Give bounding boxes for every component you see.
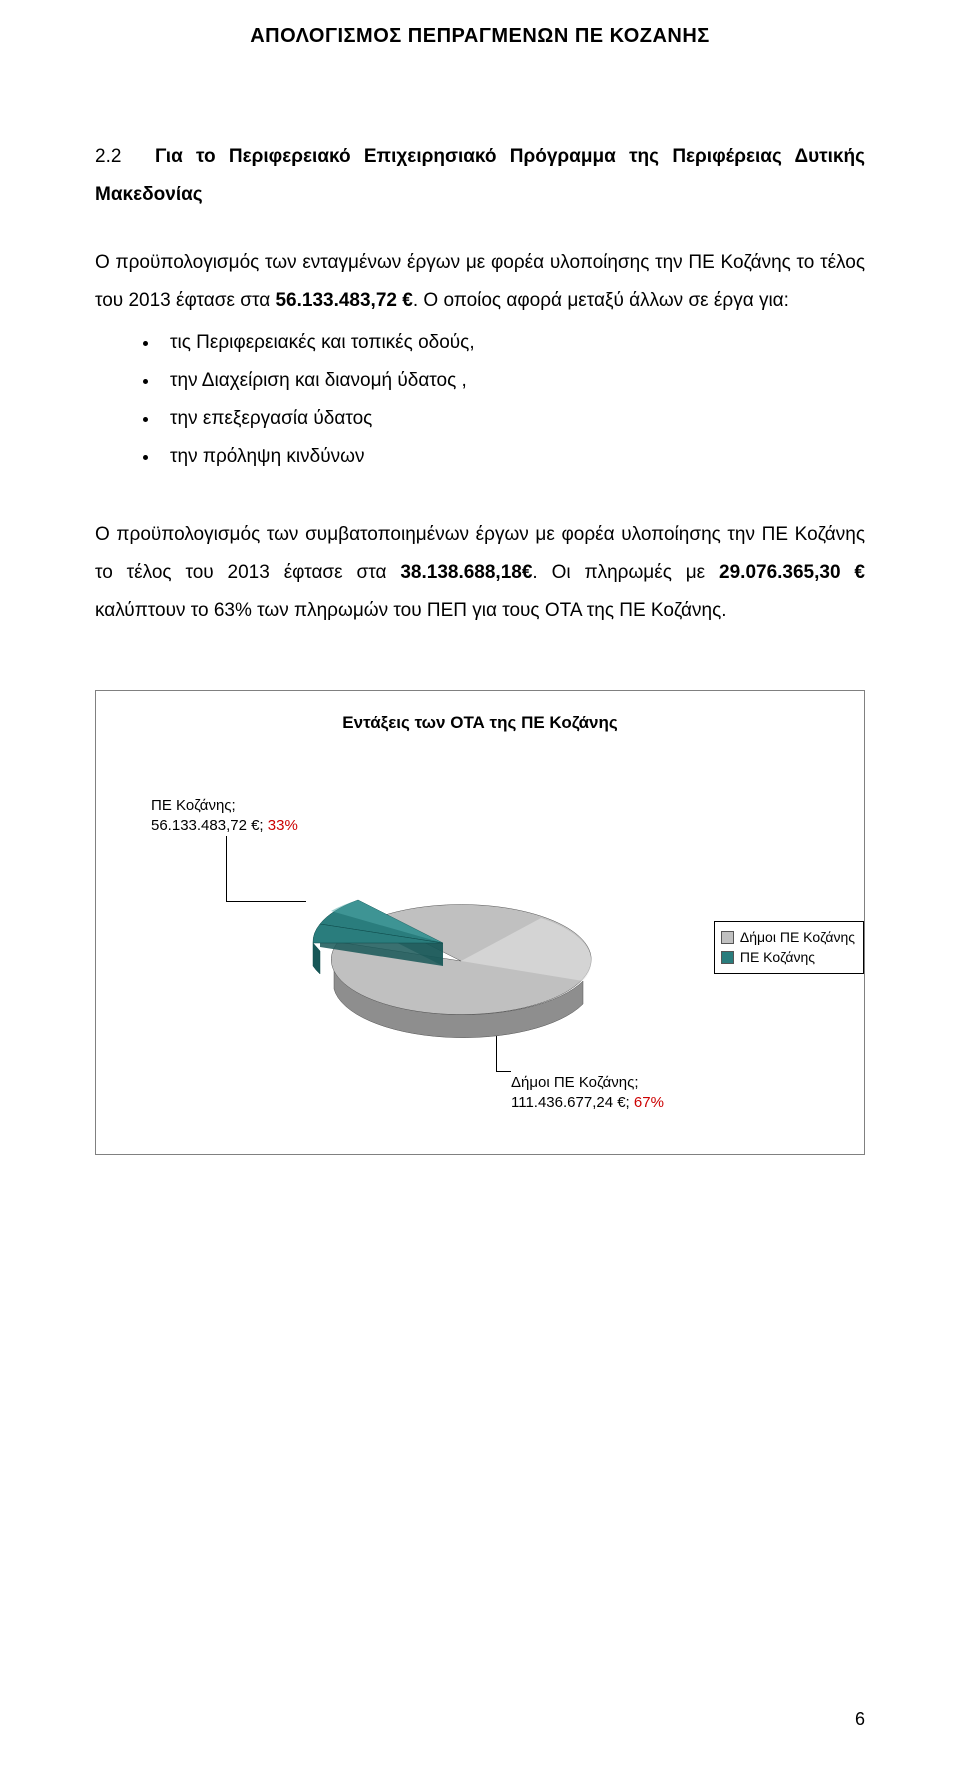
bullet-item: την Διαχείριση και διανομή ύδατος ,: [160, 362, 865, 400]
leader-line-2b: [496, 1071, 511, 1072]
pie-chart-frame: Εντάξεις των ΟΤΑ της ΠΕ Κοζάνης ΠΕ Κοζάν…: [95, 690, 865, 1155]
chart-title: Εντάξεις των ΟΤΑ της ΠΕ Κοζάνης: [96, 713, 864, 733]
section-heading-text: Για το Περιφερειακό Επιχειρησιακό Πρόγρα…: [95, 146, 865, 205]
pie-label-2-value: 111.436.677,24 €;: [511, 1094, 634, 1111]
legend-row-dimoi: Δήμοι ΠΕ Κοζάνης: [721, 928, 855, 948]
para3-amount-2: 29.076.365,30 €: [719, 562, 865, 583]
section-number: 2.2: [95, 138, 155, 176]
para3-amount-1: 38.138.688,18€: [400, 562, 532, 583]
bullet-item: την πρόληψη κινδύνων: [160, 438, 865, 476]
bullet-item: την επεξεργασία ύδατος: [160, 400, 865, 438]
pie-label-2-line1: Δήμοι ΠΕ Κοζάνης;: [511, 1074, 639, 1091]
pie-teal-side: [313, 943, 320, 974]
section-heading: 2.2Για το Περιφερειακό Επιχειρησιακό Πρό…: [95, 138, 865, 214]
bullet-item: τις Περιφερειακές και τοπικές οδούς,: [160, 324, 865, 362]
pie-label-1-value: 56.133.483,72 €;: [151, 817, 268, 834]
legend-row-pe: ΠΕ Κοζάνης: [721, 948, 855, 968]
legend-swatch-pe: [721, 951, 734, 964]
para3-text-2: . Οι πληρωμές με: [532, 562, 719, 583]
page-number: 6: [855, 1709, 865, 1730]
pie-label-pe-kozanis: ΠΕ Κοζάνης; 56.133.483,72 €; 33%: [151, 796, 298, 835]
paragraph-budget-contracted: Ο προϋπολογισμός των συμβατοποιημένων έρ…: [95, 516, 865, 630]
legend-swatch-dimoi: [721, 931, 734, 944]
legend-label-pe: ΠΕ Κοζάνης: [740, 948, 815, 968]
bullet-list: τις Περιφερειακές και τοπικές οδούς, την…: [160, 324, 865, 476]
pie-label-dimoi: Δήμοι ΠΕ Κοζάνης; 111.436.677,24 €; 67%: [511, 1073, 664, 1112]
page-header-title: ΑΠΟΛΟΓΙΣΜΟΣ ΠΕΠΡΑΓΜΕΝΩΝ ΠΕ ΚΟΖΑΝΗΣ: [95, 0, 865, 48]
pie-chart: [261, 886, 621, 1061]
pie-label-1-pct: 33%: [268, 817, 298, 834]
paragraph-budget-enrolled: Ο προϋπολογισμός των ενταγμένων έργων με…: [95, 244, 865, 320]
chart-legend: Δήμοι ΠΕ Κοζάνης ΠΕ Κοζάνης: [714, 921, 864, 974]
legend-label-dimoi: Δήμοι ΠΕ Κοζάνης: [740, 928, 855, 948]
leader-line-1a: [226, 836, 227, 901]
para2-amount-1: 56.133.483,72 €: [275, 290, 412, 311]
pie-label-1-line1: ΠΕ Κοζάνης;: [151, 797, 236, 814]
para2-text-2: . Ο οποίος αφορά μεταξύ άλλων σε έργα γι…: [413, 290, 789, 311]
pie-label-2-pct: 67%: [634, 1094, 664, 1111]
para3-text-3: καλύπτουν το 63% των πληρωμών του ΠΕΠ γι…: [95, 600, 727, 621]
